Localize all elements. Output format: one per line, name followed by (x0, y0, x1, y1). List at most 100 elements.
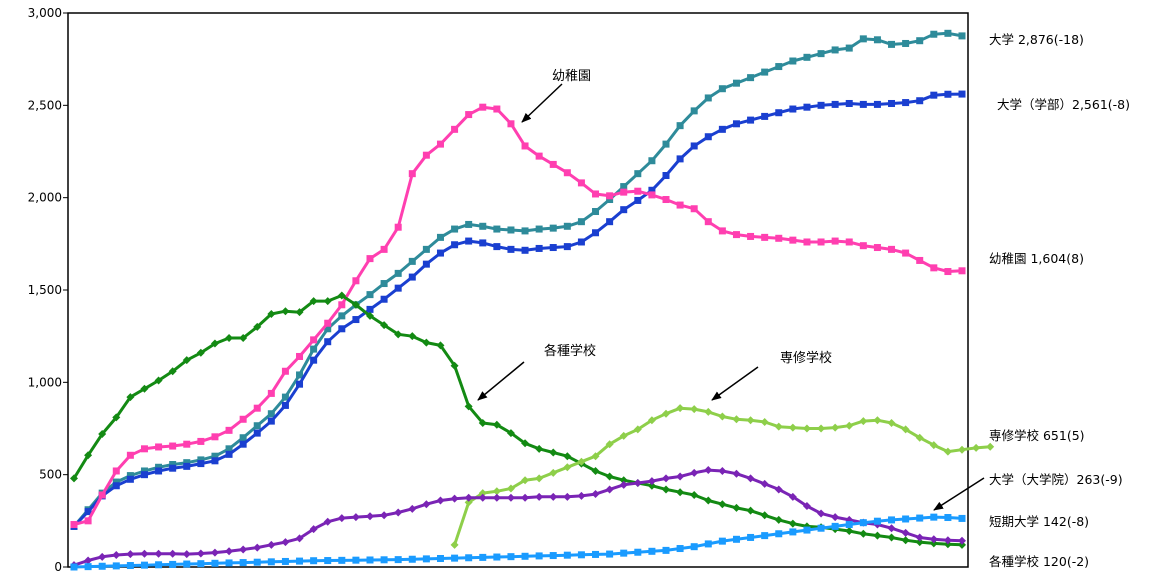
data-point (506, 493, 515, 502)
data-point (817, 524, 825, 532)
data-point (506, 429, 515, 438)
data-point (592, 550, 600, 558)
data-point (958, 514, 966, 522)
data-point (690, 468, 699, 477)
data-point (760, 511, 769, 520)
data-point (493, 225, 501, 233)
data-point (84, 451, 93, 460)
data-point (295, 308, 304, 317)
data-point (930, 91, 938, 99)
data-point (676, 201, 684, 209)
data-point (803, 103, 811, 111)
series-line-special_training (453, 406, 991, 546)
data-point (662, 172, 670, 180)
data-point (634, 170, 642, 178)
data-point (535, 444, 544, 453)
data-point (112, 467, 120, 475)
data-point (944, 29, 952, 37)
data-point (817, 509, 826, 518)
data-point (747, 74, 755, 82)
data-point (619, 480, 628, 489)
y-tick-label: 2,500 (28, 98, 62, 112)
data-point (296, 380, 304, 388)
data-point (662, 474, 670, 483)
data-point (943, 447, 952, 456)
data-point (507, 553, 515, 561)
data-point (126, 393, 135, 402)
data-point (563, 222, 571, 230)
data-point (746, 474, 755, 483)
data-point (422, 338, 431, 347)
data-point (140, 549, 149, 558)
data-point (451, 225, 459, 233)
data-point (493, 243, 501, 251)
data-point (253, 422, 261, 430)
data-point (620, 183, 628, 191)
series-line-kindergarten (73, 105, 963, 526)
data-point (676, 122, 684, 130)
data-point (789, 528, 797, 536)
data-point (605, 472, 614, 481)
data-point (112, 413, 121, 422)
data-point (183, 459, 191, 467)
y-tick-label: 0 (54, 560, 62, 574)
data-point (380, 280, 388, 288)
data-point (281, 401, 289, 409)
data-point (310, 345, 318, 353)
data-point (620, 549, 628, 557)
data-point (112, 550, 121, 559)
data-point (155, 443, 163, 451)
data-point (394, 556, 402, 564)
data-point (817, 424, 826, 433)
data-point (859, 529, 868, 538)
data-point (436, 555, 444, 563)
data-point (126, 562, 134, 570)
data-point (747, 116, 755, 124)
data-point (873, 531, 882, 540)
data-point (633, 478, 642, 487)
data-point (690, 107, 698, 115)
end-label-special_training: 専修学校 651(5) (989, 428, 1085, 443)
data-point (183, 560, 191, 568)
data-point (943, 540, 952, 549)
data-point (592, 229, 600, 237)
data-point (620, 206, 628, 214)
data-point (958, 90, 966, 98)
data-point (535, 244, 543, 252)
data-point (112, 482, 120, 490)
data-point (606, 550, 614, 558)
data-point (859, 417, 868, 426)
data-point (366, 512, 374, 521)
data-point (605, 485, 614, 494)
data-point (309, 525, 318, 534)
data-point (366, 556, 374, 564)
data-point (394, 330, 403, 339)
data-point (408, 257, 416, 265)
data-point (662, 409, 670, 418)
data-point (648, 157, 656, 165)
data-point (845, 526, 854, 535)
data-point (253, 322, 262, 331)
data-point (718, 412, 727, 421)
data-point (183, 462, 191, 470)
data-point (535, 474, 544, 483)
data-point (507, 120, 515, 128)
data-point (592, 190, 600, 198)
data-point (492, 487, 501, 496)
data-point (450, 540, 459, 549)
data-point (478, 493, 487, 502)
data-point (352, 277, 360, 285)
data-point (563, 551, 571, 559)
data-point (747, 533, 755, 541)
data-point (888, 40, 896, 48)
data-point (366, 255, 374, 263)
data-point (169, 560, 177, 568)
data-point (112, 562, 120, 570)
series-graduate_school (70, 466, 966, 570)
data-point (929, 535, 938, 544)
data-point (380, 321, 389, 330)
data-point (296, 557, 304, 565)
data-point (197, 437, 205, 445)
data-point (408, 555, 416, 563)
